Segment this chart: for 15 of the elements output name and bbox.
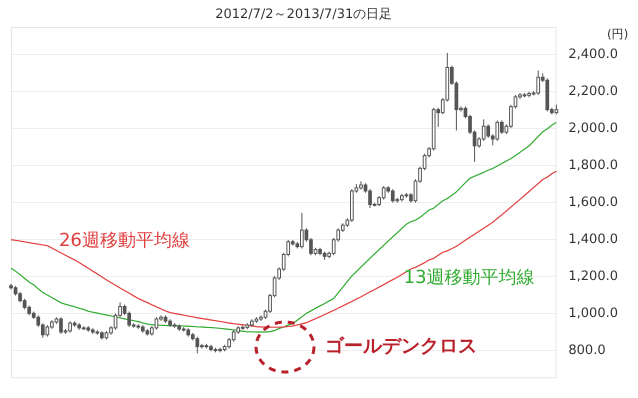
y-tick-label: 2,400.0 — [568, 47, 618, 62]
y-tick-label: 1,200.0 — [568, 268, 618, 284]
annotation: ゴールデンクロス — [325, 335, 478, 358]
y-tick-label: 2,000.0 — [568, 121, 618, 136]
y-tick-label: 800.0 — [568, 342, 606, 358]
series-label: 26週移動平均線 — [58, 230, 190, 252]
y-tick-label: 1,400.0 — [568, 232, 618, 247]
series-label: 13週移動平均線 — [404, 267, 535, 288]
y-tick-label: 1,000.0 — [568, 306, 618, 321]
y-tick-label: 1,800.0 — [568, 158, 618, 174]
chart-title: 2012/7/2～2013/7/31の日足 — [215, 7, 392, 22]
y-tick-label: 2,200.0 — [568, 84, 618, 100]
y-tick-label: 1,600.0 — [568, 194, 618, 210]
candlestick — [536, 70, 540, 96]
y-axis-title: (円) — [607, 27, 628, 41]
